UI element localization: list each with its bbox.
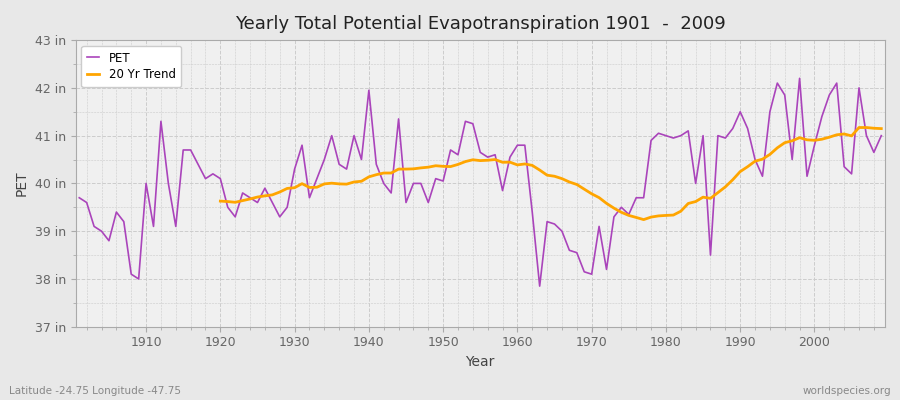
Title: Yearly Total Potential Evapotranspiration 1901  -  2009: Yearly Total Potential Evapotranspiratio… <box>235 15 725 33</box>
PET <box>876 133 886 138</box>
20 Yr Trend <box>853 125 864 130</box>
Legend: PET, 20 Yr Trend: PET, 20 Yr Trend <box>81 46 182 87</box>
PET <box>297 143 308 148</box>
PET <box>505 155 516 160</box>
20 Yr Trend <box>787 138 797 143</box>
20 Yr Trend <box>876 126 886 131</box>
PET <box>133 276 144 281</box>
20 Yr Trend <box>772 146 783 150</box>
PET <box>74 195 85 200</box>
Text: worldspecies.org: worldspecies.org <box>803 386 891 396</box>
Y-axis label: PET: PET <box>15 171 29 196</box>
20 Yr Trend <box>304 185 315 190</box>
Line: PET: PET <box>79 78 881 286</box>
PET <box>512 143 523 148</box>
20 Yr Trend <box>416 166 427 170</box>
PET <box>608 214 619 219</box>
20 Yr Trend <box>215 199 226 204</box>
PET <box>341 167 352 172</box>
Text: Latitude -24.75 Longitude -47.75: Latitude -24.75 Longitude -47.75 <box>9 386 181 396</box>
20 Yr Trend <box>861 125 872 130</box>
PET <box>794 76 805 81</box>
20 Yr Trend <box>638 217 649 222</box>
20 Yr Trend <box>683 201 694 206</box>
X-axis label: Year: Year <box>465 355 495 369</box>
Line: 20 Yr Trend: 20 Yr Trend <box>220 128 881 220</box>
PET <box>535 284 545 288</box>
